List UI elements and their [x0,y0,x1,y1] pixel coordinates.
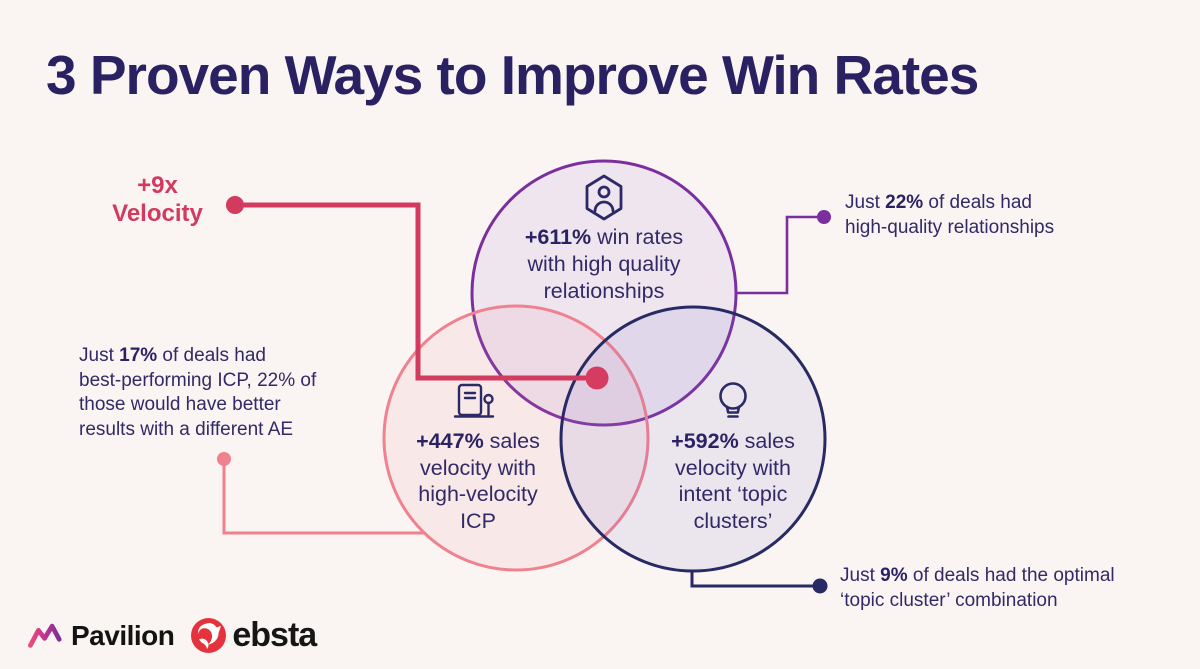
circle-text-line: ICP [460,508,496,533]
icp-circle-text: +447% sales velocity with high-velocity … [383,428,573,534]
ebsta-wordmark: ebsta [232,616,317,654]
note-line: those would have better [79,394,281,415]
velocity-label-line1: +9x [137,172,178,199]
charging-station-icon [453,383,495,418]
circle-text-line: +447% sales [416,429,540,453]
circle-text-line: velocity with [420,455,536,480]
note-line: Just 17% of deals had [79,345,266,366]
topic-circle-text: +592% sales velocity with intent ‘topic … [638,428,828,534]
icp-note: Just 17% of deals had best-performing IC… [79,344,316,442]
relationships-connector-line [736,215,820,295]
circle-text-line: intent ‘topic [678,482,788,506]
pavilion-wordmark: Pavilion [71,619,175,651]
note-line: results with a different AE [79,418,294,440]
velocity-label: +9x Velocity [85,172,230,228]
velocity-label-line2: Velocity [112,200,203,227]
page-title: 3 Proven Ways to Improve Win Rates [46,44,979,106]
topic-note: Just 9% of deals had the optimal ‘topic … [840,563,1115,613]
icp-connector-line [222,459,424,535]
note-line: best-performing ICP, 22% of [79,369,317,391]
circle-text-line: +611% win rates [524,225,684,249]
footer-logos: Pavilion ebsta [28,616,317,655]
circle-text-line: clusters’ [693,508,773,533]
circle-text-line: with high quality [527,252,681,276]
person-hexagon-icon [585,174,623,221]
relationships-connector-dot [817,210,831,224]
circle-text-line: +592% sales [671,429,795,453]
circle-text-line: relationships [543,279,665,303]
velocity-center-dot [585,366,609,390]
topic-connector-line [690,571,816,588]
relationships-note: Just 22% of deals had high-quality relat… [845,190,1054,240]
topic-connector-dot [812,578,828,594]
note-line: Just 22% of deals had [845,192,1032,213]
note-line: Just 9% of deals had the optimal [840,565,1115,586]
pavilion-logo-icon [28,623,62,648]
circle-text-line: velocity with [675,455,791,480]
ebsta-logo-icon [191,618,227,653]
icp-connector-dot [217,452,231,466]
relationships-circle-text: +611% win rates with high quality relati… [472,224,736,305]
velocity-connector-start-dot [226,196,244,214]
circle-text-line: high-velocity [418,482,538,506]
velocity-connector-line [235,202,597,381]
note-line: high-quality relationships [845,217,1055,238]
icp-circle [382,304,650,572]
lightbulb-icon [719,382,747,418]
note-line: ‘topic cluster’ combination [840,590,1058,611]
